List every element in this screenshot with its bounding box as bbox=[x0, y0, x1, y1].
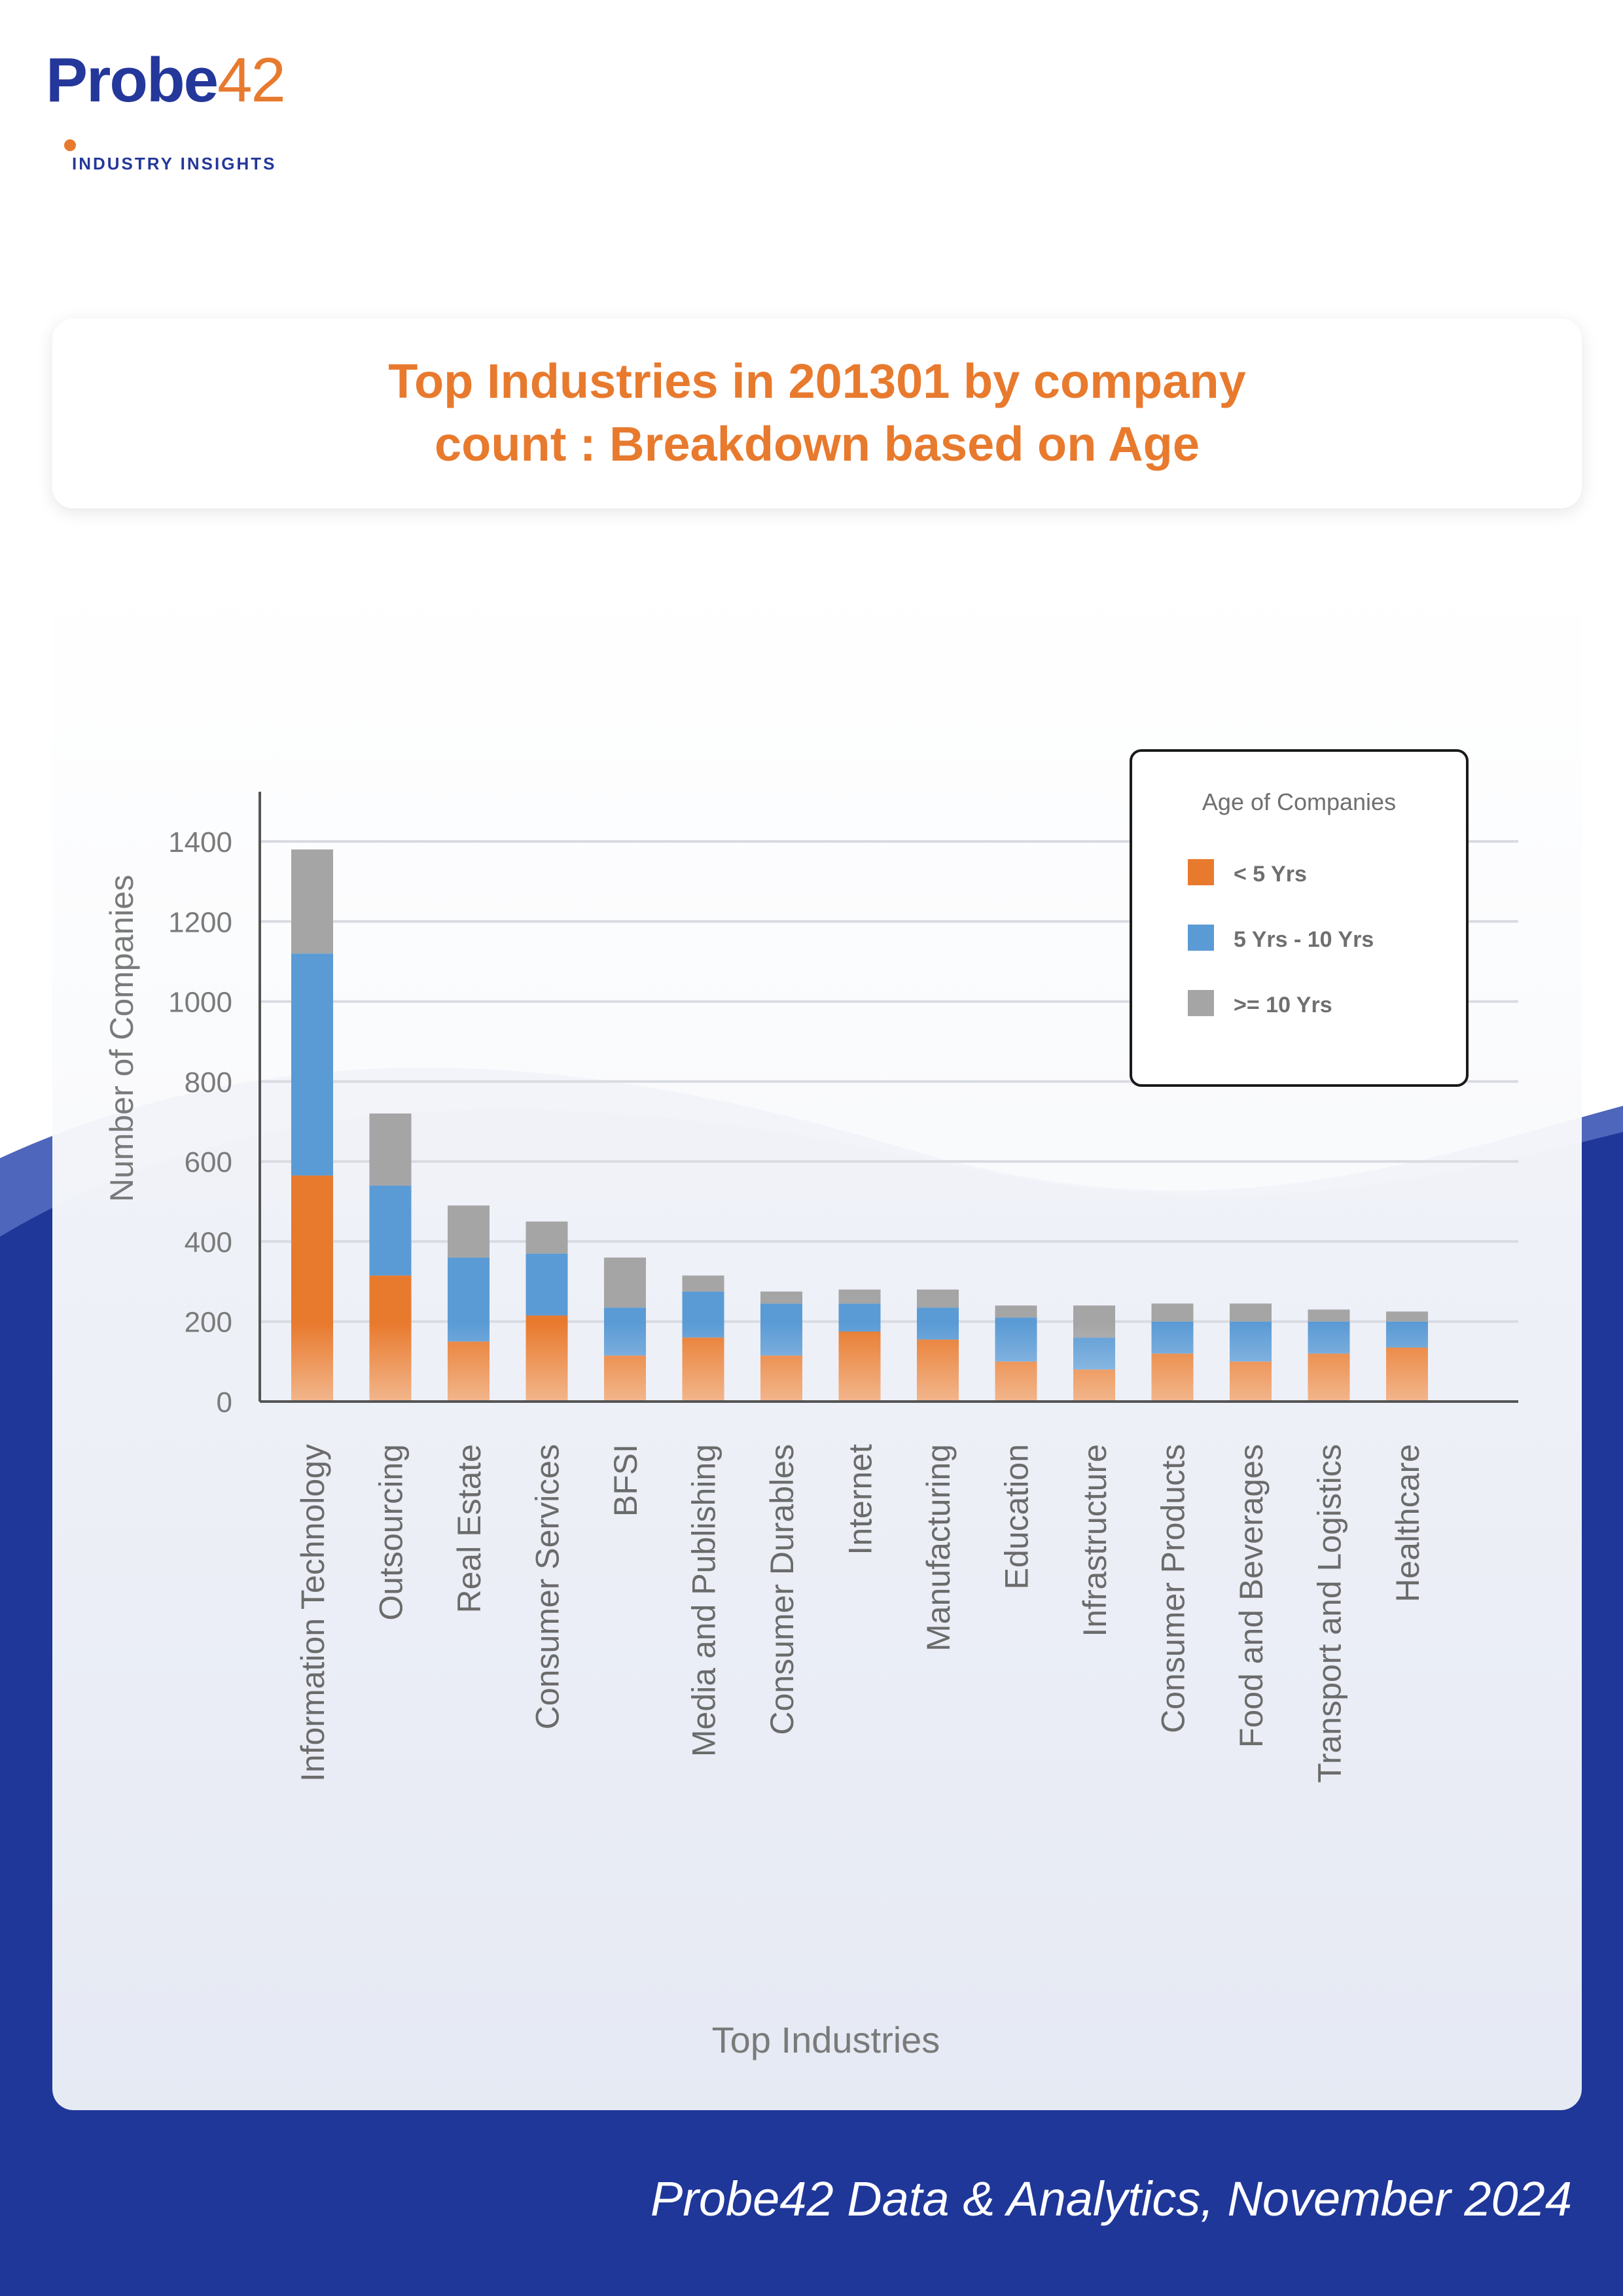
x-tick-label: Information Technology bbox=[294, 1444, 331, 1782]
x-tick-label: Manufacturing bbox=[920, 1444, 957, 1651]
bar-fade bbox=[682, 1323, 724, 1402]
chart-card: 0 200 400 600 800 1000 1200 1400 Information Tec… bbox=[52, 573, 1582, 2110]
title-card: Top Industries in 201301 by company coun… bbox=[52, 319, 1582, 508]
bar-segment bbox=[995, 1305, 1037, 1318]
bar-segment bbox=[291, 953, 333, 1176]
y-axis-label: Number of Companies bbox=[103, 875, 140, 1202]
y-tick-label: 200 bbox=[185, 1307, 232, 1339]
bar-segment bbox=[917, 1289, 959, 1308]
legend-title: Age of Companies bbox=[1202, 788, 1396, 815]
bar-fade bbox=[291, 1323, 333, 1402]
y-tick-label: 1400 bbox=[168, 826, 232, 858]
chart-title-line1: Top Industries in 201301 by company bbox=[388, 354, 1246, 408]
legend-box bbox=[1130, 749, 1469, 1087]
bar-fade bbox=[604, 1323, 646, 1402]
chart-title: Top Industries in 201301 by company coun… bbox=[52, 350, 1582, 476]
footer-credit: Probe42 Data & Analytics, November 2024 bbox=[650, 2172, 1572, 2226]
x-tick-label: Media and Publishing bbox=[686, 1444, 722, 1757]
x-tick-label: Education bbox=[999, 1444, 1035, 1589]
x-axis-label: Top Industries bbox=[712, 2019, 940, 2060]
x-tick-label: Consumer Services bbox=[529, 1444, 566, 1729]
bar-segment bbox=[1151, 1303, 1194, 1322]
bar-fade bbox=[1073, 1323, 1115, 1402]
y-tick-label: 800 bbox=[185, 1067, 232, 1099]
bar-segment bbox=[369, 1185, 412, 1276]
x-tick-label: Healthcare bbox=[1389, 1444, 1426, 1602]
x-tick-label: Transport and Logistics bbox=[1311, 1444, 1348, 1783]
legend-label: 5 Yrs - 10 Yrs bbox=[1234, 927, 1374, 952]
chart-title-line2: count : Breakdown based on Age bbox=[434, 417, 1200, 471]
bar-segment bbox=[1386, 1311, 1428, 1322]
y-tick-label: 400 bbox=[185, 1226, 232, 1258]
bar-segment bbox=[369, 1113, 412, 1186]
logo-wordmark: Probe42 bbox=[46, 49, 286, 112]
x-tick-label: Real Estate bbox=[451, 1444, 488, 1613]
legend-swatch bbox=[1188, 859, 1214, 885]
bar-segment bbox=[682, 1275, 724, 1292]
y-tick-label: 0 bbox=[217, 1386, 232, 1419]
probe42-logo: Probe42 INDUSTRY INSIGHTS bbox=[46, 49, 321, 174]
logo-dot bbox=[64, 139, 76, 151]
y-tick-label: 1000 bbox=[168, 987, 232, 1019]
bar-segment bbox=[1230, 1303, 1272, 1322]
bar-segment bbox=[1308, 1309, 1350, 1322]
legend-label: >= 10 Yrs bbox=[1234, 993, 1332, 1017]
x-tick-label: Internet bbox=[842, 1444, 879, 1555]
bar-segment bbox=[838, 1289, 881, 1304]
bar-fade bbox=[995, 1323, 1037, 1402]
logo-tagline: INDUSTRY INSIGHTS bbox=[72, 154, 277, 173]
bar-segment bbox=[526, 1221, 568, 1254]
x-tick-label: BFSI bbox=[607, 1444, 644, 1517]
x-tick-label: Consumer Products bbox=[1155, 1444, 1192, 1733]
bar-segment bbox=[291, 849, 333, 954]
bar-fade bbox=[526, 1323, 568, 1402]
bar-fade bbox=[1386, 1323, 1428, 1402]
legend-swatch bbox=[1188, 925, 1214, 951]
legend-label: < 5 Yrs bbox=[1234, 862, 1307, 887]
x-tick-label: Outsourcing bbox=[373, 1444, 410, 1621]
x-tick-label: Infrastructure bbox=[1077, 1444, 1113, 1637]
bar-fade bbox=[1308, 1323, 1350, 1402]
stacked-bar-chart: 0 200 400 600 800 1000 1200 1400 Information Tec… bbox=[52, 573, 1582, 2110]
bar-fade bbox=[369, 1323, 412, 1402]
bar-segment bbox=[526, 1253, 568, 1316]
x-tick-label: Consumer Durables bbox=[764, 1444, 800, 1735]
bar-fade bbox=[760, 1323, 802, 1402]
x-tick-label: Food and Beverages bbox=[1233, 1444, 1270, 1748]
bar-segment bbox=[760, 1291, 802, 1304]
legend-swatch bbox=[1188, 990, 1214, 1016]
bar-fade bbox=[1230, 1323, 1272, 1402]
bar-segment bbox=[448, 1205, 490, 1258]
logo-text-number: 42 bbox=[217, 45, 286, 115]
bar-fade bbox=[917, 1323, 959, 1402]
bar-segment bbox=[604, 1257, 646, 1308]
y-tick-label: 1200 bbox=[168, 906, 232, 938]
bar-fade bbox=[1151, 1323, 1194, 1402]
y-tick-label: 600 bbox=[185, 1146, 232, 1178]
logo-text-main: Probe bbox=[46, 45, 219, 115]
bar-fade bbox=[838, 1323, 881, 1402]
legend: Age of Companies < 5 Yrs 5 Yrs - 10 Yrs >=… bbox=[1130, 749, 1469, 1087]
bar-fade bbox=[448, 1323, 490, 1402]
